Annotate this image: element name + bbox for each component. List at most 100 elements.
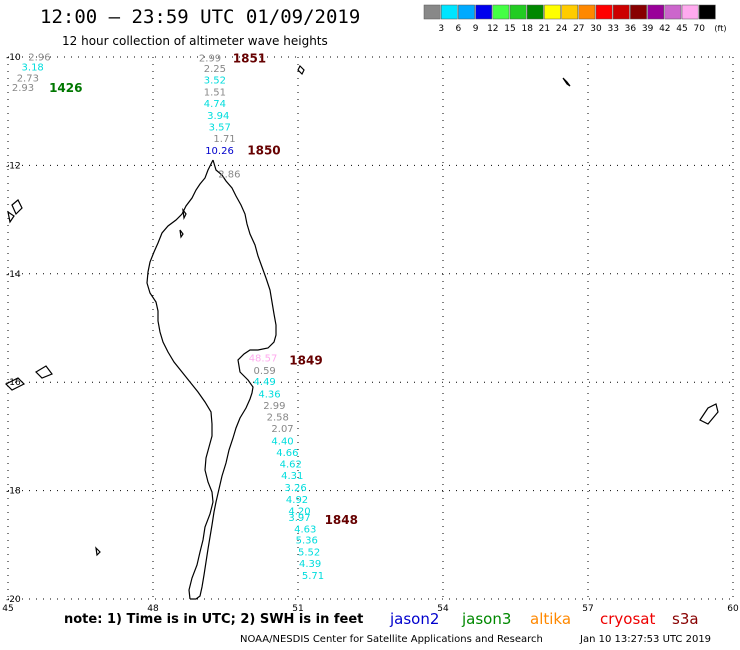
legend-tick-label: 12 — [487, 24, 498, 34]
lat-tick-label: -16 — [6, 378, 21, 388]
wave-height-label: 4.20 — [288, 506, 310, 517]
legend-tick-label: 36 — [625, 24, 637, 34]
legend-tick-label: 27 — [573, 24, 584, 34]
lon-tick-label: 60 — [727, 604, 739, 614]
footer-timestamp: Jan 10 13:27:53 UTC 2019 — [580, 634, 712, 645]
wave-height-label: 3.94 — [207, 111, 229, 122]
legend-swatch — [612, 4, 630, 20]
legend-tick-label: 21 — [539, 24, 550, 34]
lat-tick-label: -14 — [6, 270, 21, 280]
legend-swatch — [458, 4, 475, 20]
wave-height-label: 2.99 — [199, 53, 221, 64]
legend-unit: (ft) — [714, 24, 726, 33]
legend-swatch — [561, 4, 579, 20]
wave-height-label: 3.57 — [209, 123, 231, 134]
footer-credit: NOAA/NESDIS Center for Satellite Applica… — [240, 634, 543, 645]
page-title: 12:00 – 23:59 UTC 01/09/2019 — [40, 6, 361, 28]
legend-tick-label: 42 — [659, 24, 670, 34]
color-legend: 3 6 9 12 15 18 21 24 27 30 33 36 39 42 45 70 (ft) — [423, 4, 726, 34]
lon-tick-label: 51 — [292, 604, 303, 614]
island-outline — [297, 64, 305, 76]
lat-tick-label: -10 — [6, 53, 21, 63]
wave-height-label: 4.36 — [258, 389, 280, 400]
legend-swatch — [492, 4, 510, 20]
legend-tick-label: 6 — [456, 24, 462, 34]
legend-tick-label: 30 — [590, 24, 602, 34]
island-outline — [699, 403, 719, 425]
wave-height-label: 3.18 — [22, 63, 44, 74]
graticule — [7, 56, 734, 600]
footer-note: note: 1) Time is in UTC; 2) SWH is in fe… — [64, 612, 364, 627]
coastline — [4, 64, 719, 600]
pass-time-label: 1426 — [49, 81, 82, 95]
island-outline — [11, 199, 23, 216]
legend-swatch — [544, 4, 561, 20]
legend-tick-label: 3 — [438, 24, 444, 34]
legend-swatch — [698, 4, 716, 20]
lat-tick-label: -12 — [6, 161, 21, 171]
lon-tick-label: 48 — [147, 604, 159, 614]
lon-tick-label: 45 — [2, 604, 13, 614]
wave-height-label: 1.51 — [204, 87, 226, 98]
legend-swatch — [647, 4, 665, 20]
satellite-name-cryosat: cryosat — [600, 610, 656, 628]
wave-height-label: 2.99 — [263, 401, 285, 412]
wave-height-label: 4.40 — [271, 437, 293, 448]
island-outline — [182, 207, 187, 221]
wave-height-label: 5.36 — [296, 536, 318, 547]
wave-height-label: 4.49 — [254, 377, 276, 388]
wave-height-label: 4.62 — [280, 459, 302, 470]
wave-height-label: 2.07 — [271, 424, 293, 435]
legend-swatch — [526, 4, 544, 20]
wave-height-label: 5.71 — [302, 571, 324, 582]
island-outline — [35, 365, 53, 379]
legend-tick-label: 9 — [473, 24, 479, 34]
pass-time-label: 1848 — [325, 513, 358, 527]
legend-tick-label: 33 — [607, 24, 618, 34]
island-outline — [7, 210, 15, 224]
legend-tick-label: 18 — [521, 24, 533, 34]
legend-tick-label: 39 — [642, 24, 654, 34]
lon-tick-label: 54 — [437, 604, 449, 614]
wave-height-label: 3.26 — [284, 483, 306, 494]
legend-swatch — [423, 4, 441, 20]
legend-swatch — [578, 4, 596, 20]
pass-time-label: 1850 — [247, 144, 280, 158]
satellite-name-jason3: jason3 — [462, 610, 512, 628]
island-outline — [95, 546, 101, 557]
legend-tick-label: 24 — [556, 24, 568, 34]
legend-tick-label: 70 — [693, 24, 705, 34]
satellite-name-jason2: jason2 — [390, 610, 440, 628]
wave-height-label: 48.57 — [249, 354, 278, 365]
wave-height-label: 2.25 — [204, 64, 226, 75]
wave-height-label: 3.97 — [288, 513, 310, 524]
legend-swatch — [630, 4, 647, 20]
wave-height-label: 2.58 — [267, 413, 289, 424]
lon-tick-label: 57 — [582, 604, 593, 614]
pass-times: 1426 1851 1850 1849 1848 — [49, 51, 358, 527]
island-outline — [4, 377, 26, 391]
wave-height-label: 10.26 — [205, 146, 234, 157]
pass-time-label: 1849 — [289, 353, 322, 367]
page-subtitle: 12 hour collection of altimeter wave hei… — [62, 34, 328, 48]
island-outline — [179, 229, 184, 239]
pass-time-label: 1851 — [233, 51, 266, 65]
legend-swatch — [440, 4, 458, 20]
wave-height-label: 4.66 — [276, 448, 298, 459]
lat-tick-label: -20 — [6, 595, 21, 605]
legend-swatch — [475, 4, 493, 20]
legend-swatch — [595, 4, 613, 20]
satellite-name-altika: altika — [530, 610, 572, 628]
wave-height-label: 5.52 — [298, 548, 320, 559]
island-outline — [562, 77, 571, 87]
wave-height-label: 1.71 — [213, 134, 235, 145]
lat-tick-label: -18 — [6, 487, 21, 497]
wave-height-label: 4.63 — [294, 524, 316, 535]
wave-height-label: 2.86 — [218, 169, 240, 180]
wave-height-label: 0.59 — [254, 366, 276, 377]
legend-swatch — [664, 4, 682, 20]
coastline-east — [190, 159, 277, 600]
legend-swatch — [681, 4, 699, 20]
